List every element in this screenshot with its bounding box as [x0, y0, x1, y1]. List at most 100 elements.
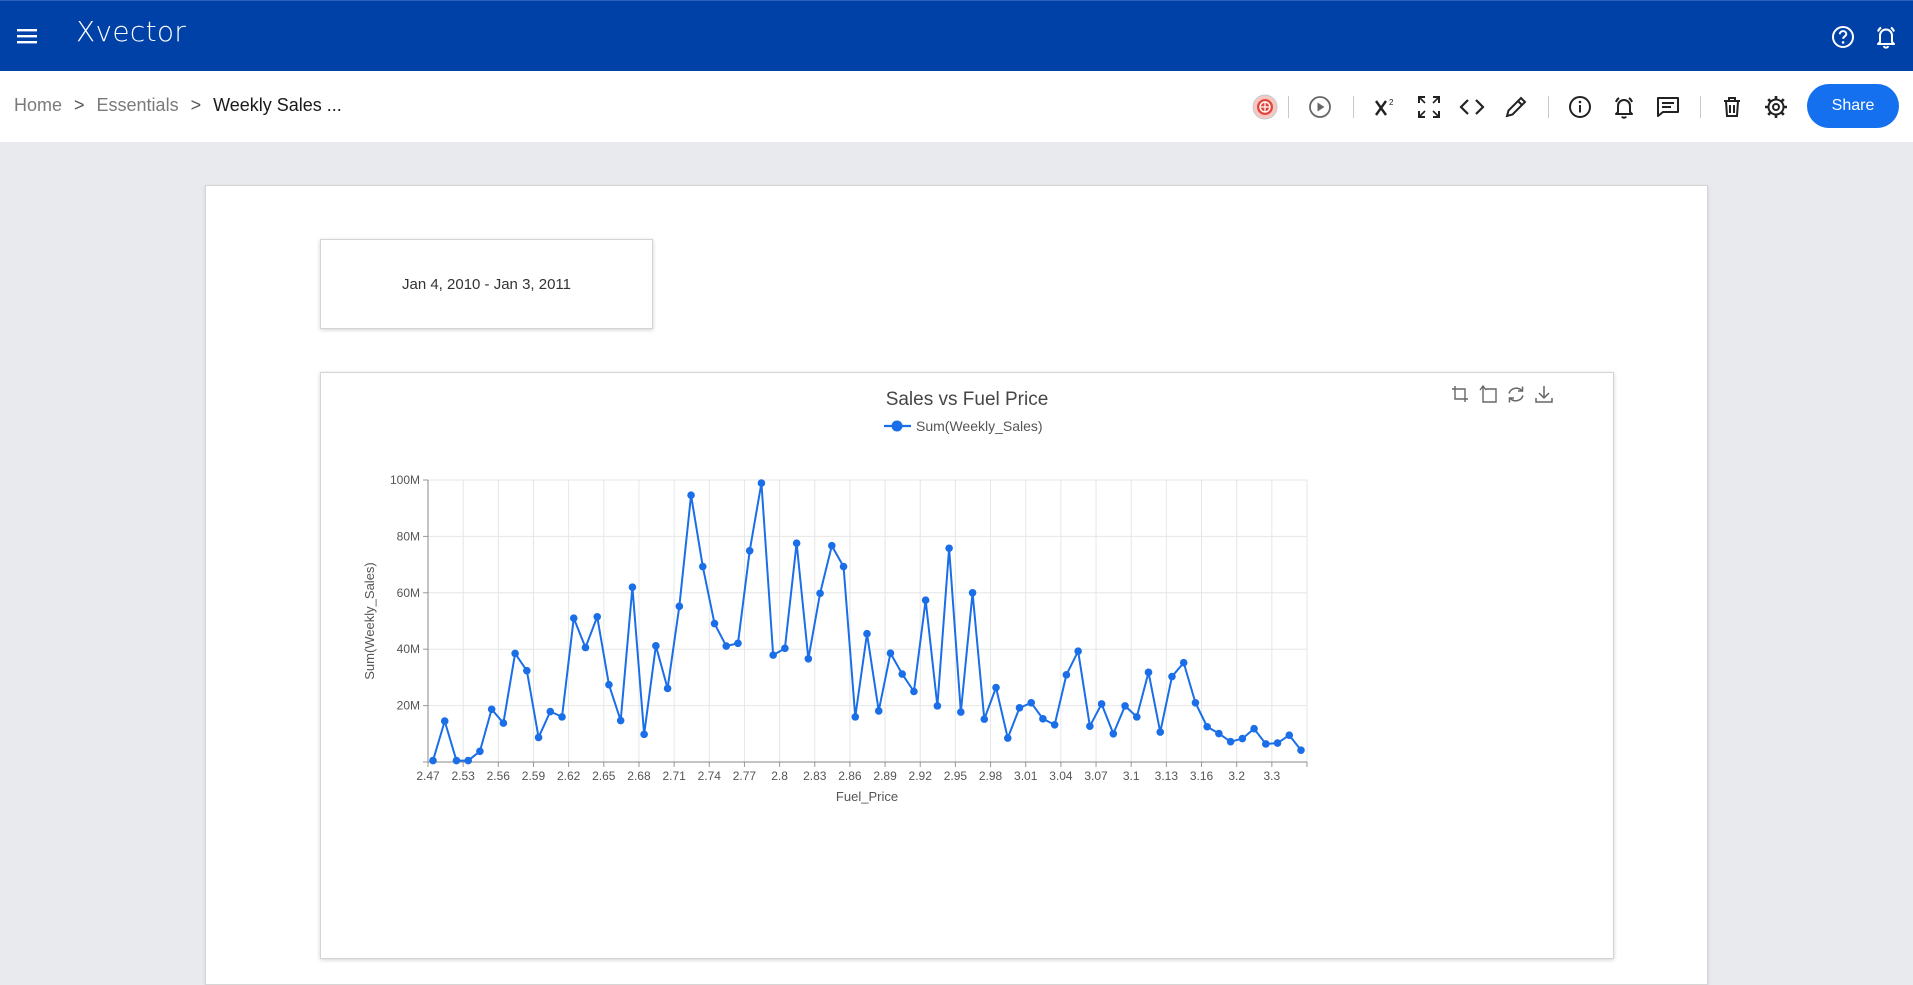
data-point[interactable] — [945, 544, 953, 553]
data-point[interactable] — [1027, 698, 1036, 707]
data-point[interactable] — [534, 733, 543, 742]
data-point[interactable] — [792, 539, 801, 547]
data-point[interactable] — [828, 541, 836, 550]
data-point[interactable] — [1203, 722, 1211, 731]
data-point[interactable] — [1074, 647, 1082, 655]
data-point[interactable] — [1121, 702, 1129, 710]
data-point[interactable] — [1062, 671, 1071, 679]
data-point[interactable] — [1086, 722, 1094, 730]
data-point[interactable] — [933, 702, 942, 710]
data-point[interactable] — [734, 639, 742, 648]
x-tick-label: 2.71 — [662, 769, 686, 783]
data-point[interactable] — [523, 666, 531, 675]
data-point[interactable] — [1015, 704, 1024, 712]
data-point[interactable] — [452, 756, 461, 765]
data-point[interactable] — [1179, 658, 1188, 667]
data-point[interactable] — [992, 683, 1000, 692]
data-point[interactable] — [839, 562, 848, 571]
data-point[interactable] — [511, 649, 519, 658]
data-point[interactable] — [1097, 700, 1106, 708]
data-point[interactable] — [1285, 731, 1294, 740]
data-point[interactable] — [698, 562, 707, 571]
breadcrumb-essentials[interactable]: Essentials — [96, 95, 179, 115]
data-point[interactable] — [722, 642, 731, 650]
info-icon[interactable] — [1566, 93, 1594, 121]
data-point[interactable] — [628, 583, 637, 591]
data-point[interactable] — [804, 654, 813, 663]
status-badge-icon[interactable] — [1251, 93, 1279, 121]
data-point[interactable] — [640, 730, 648, 739]
data-point[interactable] — [440, 717, 449, 725]
data-point[interactable] — [957, 708, 965, 716]
data-point[interactable] — [816, 589, 824, 598]
fullscreen-icon[interactable] — [1415, 93, 1443, 121]
data-point[interactable] — [1168, 672, 1176, 681]
data-point[interactable] — [1003, 734, 1012, 742]
data-point[interactable] — [652, 642, 660, 650]
data-point[interactable] — [1250, 724, 1258, 733]
data-point[interactable] — [429, 756, 437, 765]
delete-icon[interactable] — [1718, 93, 1746, 121]
breadcrumb-home[interactable]: Home — [14, 95, 63, 115]
alert-icon[interactable] — [1610, 93, 1638, 121]
data-point[interactable] — [1132, 713, 1141, 721]
data-point[interactable] — [616, 716, 625, 725]
data-point[interactable] — [499, 719, 508, 727]
comment-icon[interactable] — [1654, 93, 1682, 121]
chart-legend[interactable]: Sum(Weekly_Sales) — [884, 418, 1043, 434]
data-point[interactable] — [1156, 728, 1165, 736]
code-icon[interactable] — [1458, 93, 1486, 121]
data-point[interactable] — [874, 707, 883, 715]
data-point[interactable] — [675, 602, 684, 611]
data-point[interactable] — [1226, 737, 1235, 746]
settings-icon[interactable] — [1762, 93, 1790, 121]
data-point[interactable] — [581, 643, 590, 652]
data-point[interactable] — [968, 589, 977, 597]
data-point[interactable] — [1191, 698, 1200, 707]
data-point[interactable] — [757, 479, 766, 487]
data-point[interactable] — [851, 713, 860, 721]
data-point[interactable] — [1215, 729, 1223, 738]
data-point[interactable] — [1297, 746, 1305, 754]
data-point[interactable] — [476, 747, 484, 756]
data-point[interactable] — [1050, 720, 1059, 729]
data-point[interactable] — [663, 684, 672, 693]
data-point[interactable] — [1262, 740, 1270, 748]
data-point[interactable] — [1238, 734, 1247, 743]
run-icon[interactable] — [1306, 93, 1334, 121]
data-point[interactable] — [464, 756, 472, 765]
menu-icon[interactable] — [14, 23, 40, 49]
data-point[interactable] — [769, 651, 777, 659]
data-point[interactable] — [605, 680, 613, 689]
app-logo[interactable]: Xvector — [76, 15, 187, 48]
data-point[interactable] — [863, 629, 871, 638]
refresh-icon[interactable] — [1508, 386, 1524, 403]
data-point[interactable] — [1039, 715, 1047, 723]
help-circle-icon[interactable] — [1828, 22, 1858, 52]
data-point[interactable] — [569, 614, 578, 622]
data-point[interactable] — [921, 596, 930, 604]
data-point[interactable] — [1144, 668, 1153, 677]
data-point[interactable] — [487, 705, 496, 714]
data-point[interactable] — [1109, 730, 1118, 738]
formula-icon[interactable]: 2 — [1371, 93, 1399, 121]
data-point[interactable] — [710, 619, 719, 628]
data-point[interactable] — [593, 612, 602, 621]
data-point[interactable] — [886, 649, 895, 657]
share-button[interactable]: Share — [1807, 84, 1899, 128]
data-point[interactable] — [898, 670, 906, 678]
data-point[interactable] — [546, 707, 555, 716]
bell-alert-icon[interactable] — [1871, 22, 1901, 52]
download-icon[interactable] — [1535, 386, 1553, 403]
data-point[interactable] — [910, 687, 918, 696]
crop-icon[interactable] — [1452, 386, 1468, 402]
data-point[interactable] — [745, 546, 754, 555]
data-point[interactable] — [781, 644, 789, 653]
edit-icon[interactable] — [1502, 93, 1530, 121]
date-range-filter[interactable]: Jan 4, 2010 - Jan 3, 2011 — [320, 239, 653, 329]
data-point[interactable] — [980, 715, 989, 723]
data-point[interactable] — [1273, 739, 1282, 747]
undo-crop-icon[interactable] — [1479, 384, 1497, 403]
data-point[interactable] — [687, 491, 695, 500]
data-point[interactable] — [558, 713, 566, 721]
